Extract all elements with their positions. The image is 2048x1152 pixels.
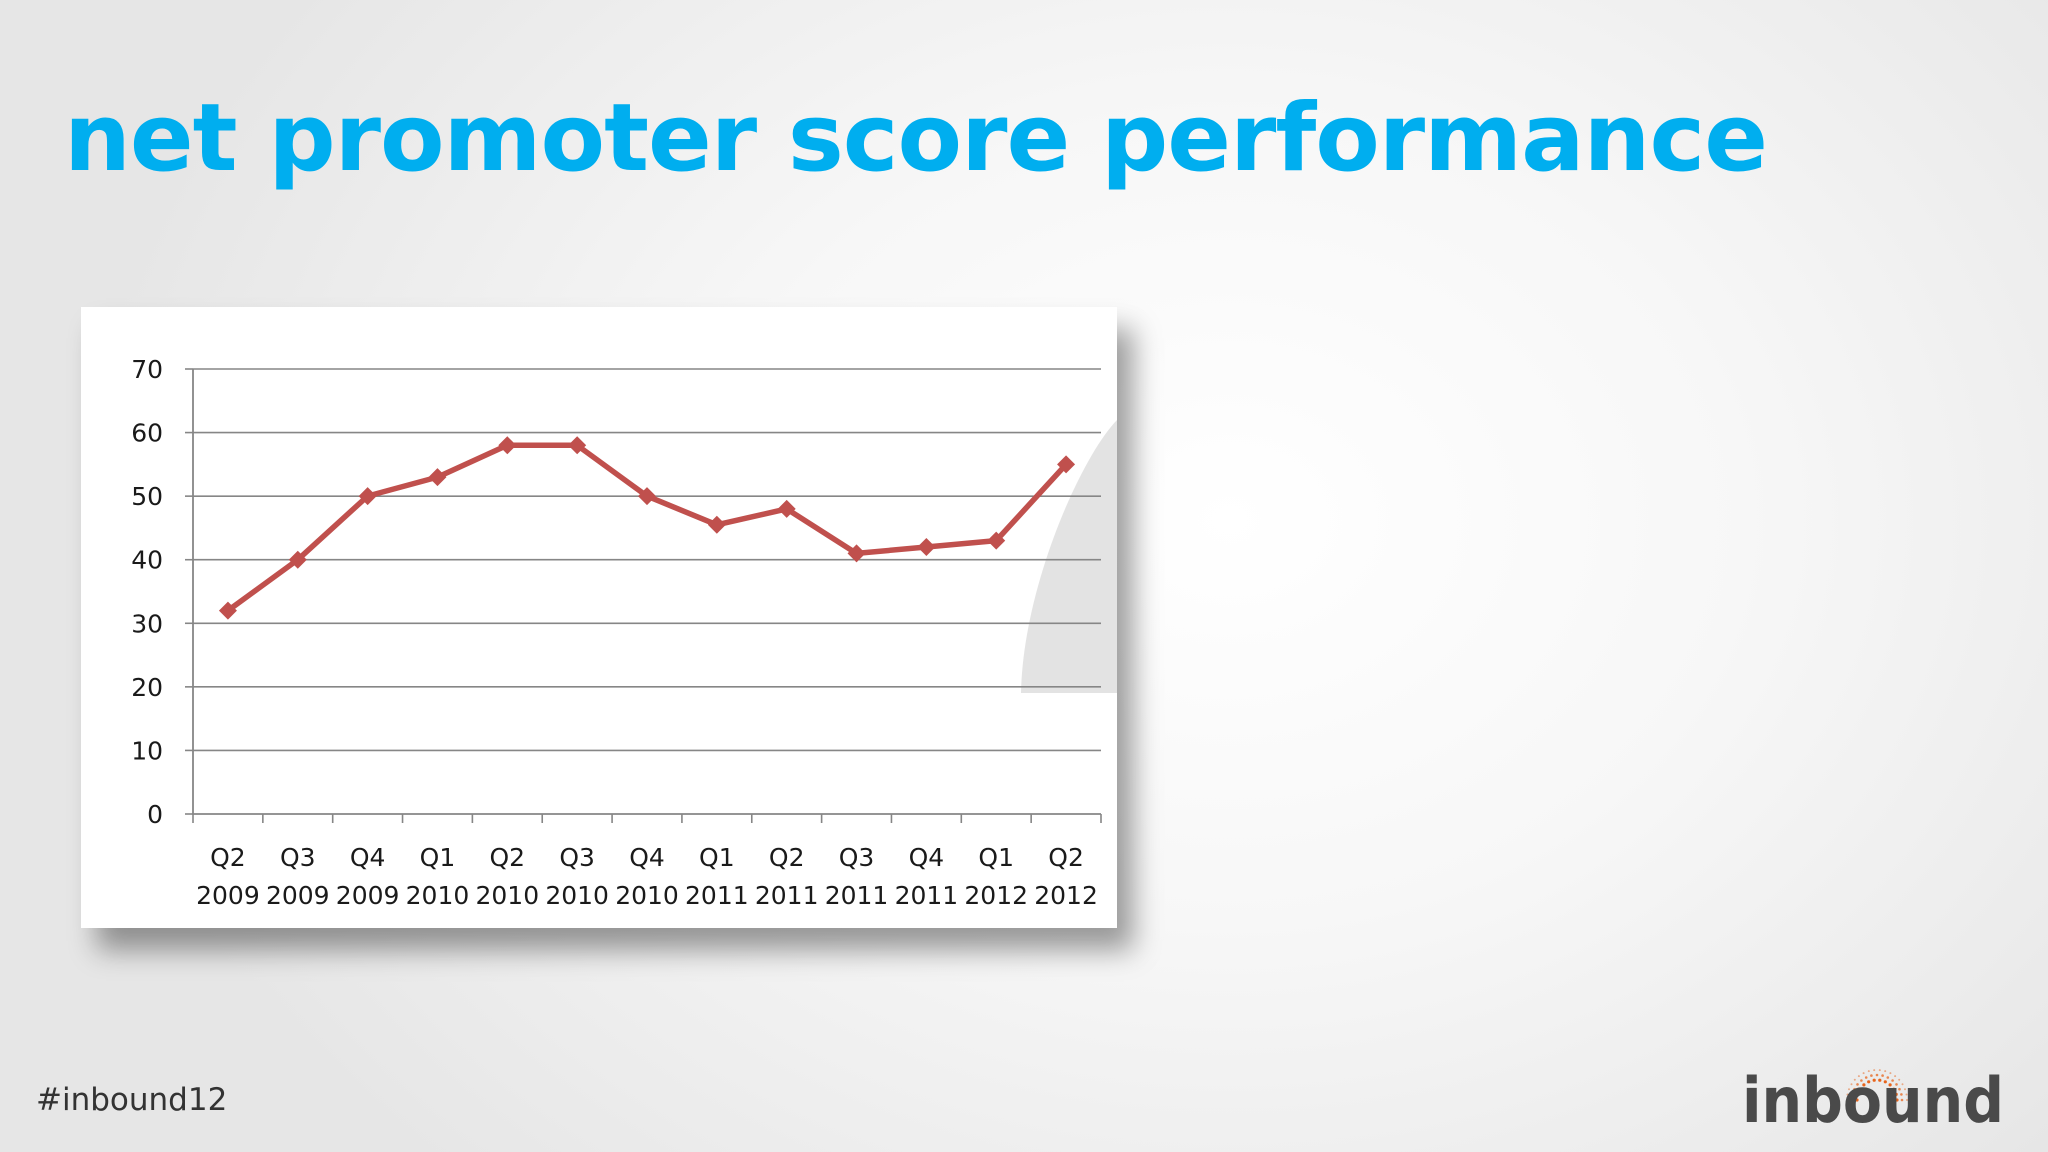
y-tick-label: 30 <box>131 609 163 638</box>
x-tick-label: Q1 2011 <box>685 843 749 910</box>
axes <box>185 368 1102 823</box>
y-tick-label: 50 <box>131 482 163 511</box>
data-point-marker <box>707 515 726 534</box>
data-point-marker <box>498 436 517 455</box>
x-tick-label: Q3 2010 <box>545 843 609 910</box>
y-tick-label: 0 <box>147 800 163 829</box>
chart-card: 0 10 20 30 40 50 60 70 Q2 2009 Q3 2009 Q4 2009 Q1 2010… <box>81 307 1117 928</box>
data-point-marker <box>987 531 1006 550</box>
x-tick-label: Q4 2010 <box>615 843 679 910</box>
data-point-marker <box>428 468 447 487</box>
slide-title: net promoter score performance <box>64 84 1768 193</box>
x-tick-label: Q2 2012 <box>1034 843 1098 910</box>
y-tick-label: 40 <box>131 546 163 575</box>
x-tick-label: Q2 2009 <box>196 843 260 910</box>
data-point-marker <box>568 436 587 455</box>
x-tick-label: Q1 2010 <box>406 843 470 910</box>
y-tick-label: 20 <box>131 673 163 702</box>
y-axis-tick-labels: 0 10 20 30 40 50 60 70 <box>131 355 163 829</box>
x-tick-label: Q3 2011 <box>825 843 889 910</box>
data-point-marker <box>218 601 237 620</box>
series-markers <box>218 436 1076 620</box>
data-point-marker <box>847 544 866 563</box>
y-tick-label: 70 <box>131 355 163 384</box>
x-tick-label: Q3 2009 <box>266 843 330 910</box>
gridlines <box>193 368 1101 752</box>
inbound-logo: inbound <box>1742 1062 2012 1137</box>
background-arc-decoration <box>1021 420 1117 693</box>
y-tick-label: 10 <box>131 736 163 765</box>
y-tick-label: 60 <box>131 419 163 448</box>
x-tick-label: Q2 2010 <box>475 843 539 910</box>
data-point-marker <box>638 487 656 506</box>
x-tick-label: Q4 2011 <box>895 843 959 910</box>
data-point-marker <box>917 538 936 556</box>
x-tick-label: Q4 2009 <box>336 843 400 910</box>
logo-wordmark: inbound <box>1742 1064 2004 1132</box>
data-point-marker <box>288 550 307 569</box>
x-tick-label: Q1 2012 <box>964 843 1028 910</box>
x-tick-label: Q2 2011 <box>755 843 819 910</box>
data-point-marker <box>358 487 377 506</box>
series-line <box>226 442 1069 613</box>
data-point-marker <box>777 499 796 518</box>
data-point-marker <box>1057 455 1076 474</box>
logo-sunburst-icon <box>1846 1069 1908 1102</box>
series-line-nps <box>226 442 1069 613</box>
hashtag-footer: #inbound12 <box>36 1082 228 1118</box>
